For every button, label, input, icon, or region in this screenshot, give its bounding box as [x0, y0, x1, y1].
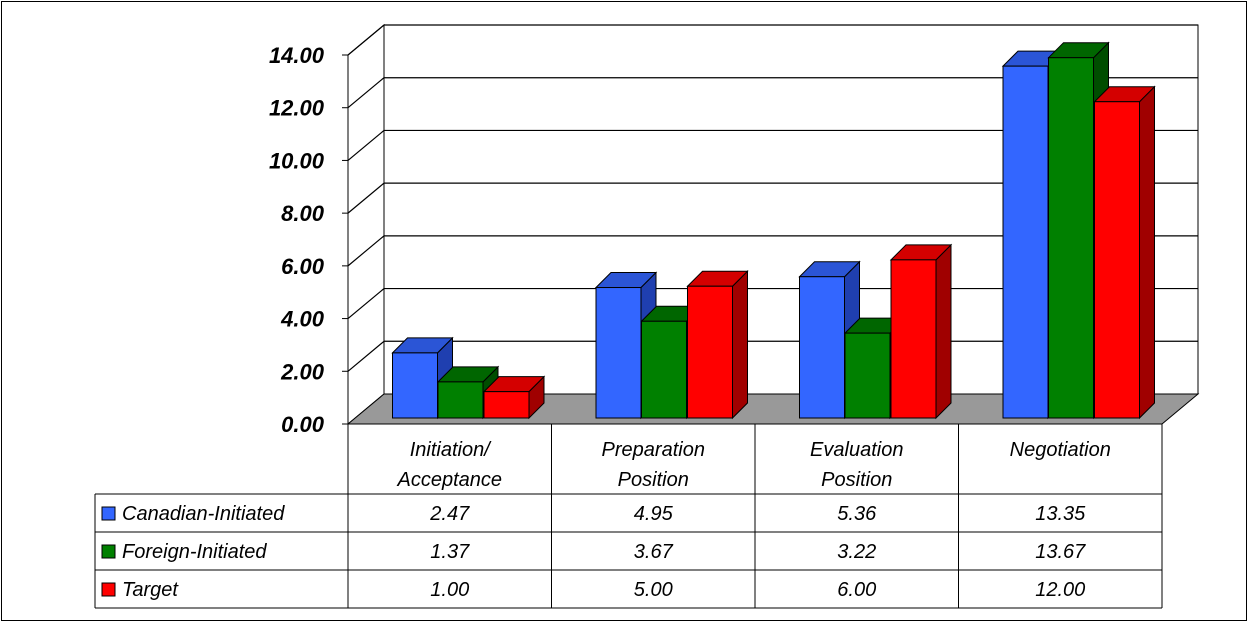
data-label: 5.00 [634, 579, 673, 601]
bar-target-0 [482, 375, 546, 420]
legend-label-foreign-initiated: Foreign-Initiated [122, 541, 267, 563]
bar-front [483, 391, 530, 419]
data-label: 13.67 [1035, 541, 1086, 563]
floor [346, 393, 1200, 425]
bar-front [687, 285, 733, 419]
y-tick-label: 12.00 [269, 96, 325, 121]
gridline-side [347, 288, 385, 320]
gridline-side [347, 24, 385, 56]
legend-swatch-foreign-initiated [101, 544, 116, 559]
data-label: 4.95 [634, 503, 674, 525]
data-label: 2.47 [429, 503, 470, 525]
bar-side [935, 243, 952, 420]
gridline-side [347, 340, 385, 372]
category-label-evaluation-position: Evaluation Position [810, 439, 903, 491]
legend-label-target: Target [122, 579, 179, 601]
bar-front [595, 287, 642, 419]
gridline-side [347, 77, 385, 109]
y-tick-label: 2.00 [280, 359, 325, 384]
category-label-negotiation: Negotiation [1010, 439, 1111, 461]
bar-front [799, 276, 845, 419]
bar-front [437, 381, 484, 419]
left-wall [347, 23, 385, 426]
bar-front [641, 320, 687, 419]
y-tick-label: 8.00 [281, 201, 325, 226]
bar-target-3 [1093, 85, 1156, 420]
bar-target-2 [889, 243, 953, 420]
bar-side [732, 270, 748, 420]
legend-swatch-canadian-initiated [101, 506, 116, 521]
bar-front [890, 259, 937, 419]
gridline-side [347, 235, 385, 267]
y-tick-label: 10.00 [269, 148, 325, 173]
gridline-side [347, 129, 385, 161]
bar-front [844, 332, 891, 419]
data-label: 12.00 [1035, 579, 1085, 601]
bar-front [1048, 57, 1094, 419]
category-label-preparation-position: Preparation Position [602, 439, 705, 491]
category-label-initiation-acceptance: Initiation/Acceptance [396, 439, 502, 491]
y-tick-label: 14.00 [269, 43, 325, 68]
legend-swatch-target [101, 582, 116, 597]
data-label: 3.22 [837, 541, 876, 563]
data-label: 5.36 [837, 503, 877, 525]
bar-front [1094, 101, 1140, 419]
bar-side [1139, 85, 1155, 420]
y-tick-label: 4.00 [280, 307, 325, 332]
legend-label-canadian-initiated: Canadian-Initiated [122, 503, 285, 525]
y-tick-label: 0.00 [281, 412, 325, 437]
data-label: 6.00 [837, 579, 876, 601]
gridline-side [347, 182, 385, 214]
data-label: 3.67 [634, 541, 674, 563]
data-label: 1.37 [430, 541, 470, 563]
y-tick-label: 6.00 [281, 254, 325, 279]
bar-front [1002, 65, 1049, 419]
data-label: 13.35 [1035, 503, 1086, 525]
bar-target-1 [686, 270, 749, 420]
data-label: 1.00 [430, 579, 469, 601]
bar-front [392, 352, 438, 419]
